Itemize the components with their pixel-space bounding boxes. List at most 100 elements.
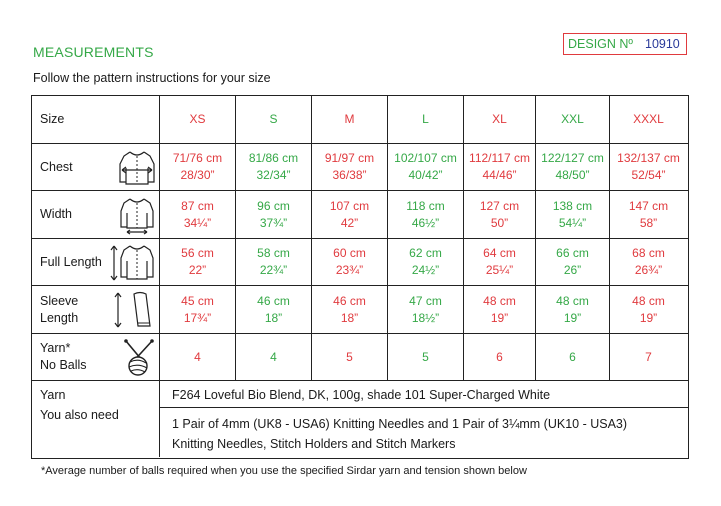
sleeve-cm-m: 46 cm	[333, 293, 366, 308]
sleeve-length-row: Sleeve Length 45 cm 17¾” 46 cm 18” 46 cm 18…	[32, 286, 688, 334]
chest-cm-xs: 71/76 cm	[172, 151, 223, 165]
full-length-in-s: 22¾”	[259, 263, 288, 277]
full-length-in-xxl: 26”	[563, 263, 582, 277]
width-in-l: 46½”	[411, 215, 440, 230]
chest-in-m: 36/38”	[332, 168, 367, 182]
width-measure-icon	[120, 198, 154, 235]
chest-cm-xxxl: 132/137 cm	[617, 151, 680, 165]
balls-xxxl: 7	[645, 349, 652, 364]
size-m: M	[312, 96, 388, 143]
size-xxl: XXL	[536, 96, 610, 143]
full-length-in-l: 24½”	[411, 263, 440, 277]
width-label: Width	[40, 207, 72, 221]
balls-xl: 6	[464, 334, 536, 380]
size-s: S	[236, 96, 312, 143]
sleeve-in-m: 18”	[340, 310, 359, 325]
width-cm-l: 118 cm	[406, 198, 445, 213]
chest-cm-l: 102/107 cm	[394, 151, 457, 165]
full-length-cm-xl: 64 cm	[483, 246, 516, 260]
width-cm-s: 96 cm	[257, 198, 290, 213]
width-cm-xs: 87 cm	[181, 198, 214, 213]
yarn-ball-needles-icon	[124, 339, 154, 376]
size-xs: XS	[160, 96, 236, 143]
full-length-label: Full Length	[40, 254, 102, 269]
size-row: Size XS S M L XL XXL XXXL	[32, 96, 688, 144]
sleeve-cm-xxl: 48 cm	[556, 293, 589, 308]
width-in-xs: 34¼”	[183, 215, 212, 230]
design-number-box: DESIGN Nº 10910	[563, 33, 687, 55]
sleeve-length-measure-icon	[114, 291, 151, 328]
sleeve-cm-s: 46 cm	[257, 293, 290, 308]
full-length-cm-s: 58 cm	[257, 246, 290, 260]
full-length-cm-l: 62 cm	[409, 246, 442, 260]
chest-label: Chest	[40, 159, 73, 174]
balls-row: Yarn* No Balls 4 4 5 5 6 6 7	[32, 334, 688, 381]
chest-in-xxl: 48/50”	[555, 168, 590, 182]
full-length-cm-xxxl: 68 cm	[632, 246, 665, 260]
page-heading: MEASUREMENTS	[33, 44, 154, 60]
chest-in-s: 32/34”	[256, 168, 291, 182]
sleeve-cm-xxxl: 48 cm	[632, 293, 665, 308]
full-length-in-m: 23¾”	[335, 263, 364, 277]
chest-cm-xxl: 122/127 cm	[541, 151, 604, 165]
full-length-cm-xs: 56 cm	[181, 246, 214, 260]
chest-in-xxxl: 52/54”	[631, 168, 666, 182]
needles-line2: Knitting Needles, Stitch Holders and Sti…	[172, 437, 456, 451]
chest-cm-s: 81/86 cm	[248, 151, 299, 165]
chest-cm-m: 91/97 cm	[324, 151, 375, 165]
sleeve-in-xl: 19”	[490, 310, 509, 325]
width-row: Width 87 cm 34¼” 96 cm 37¾” 107 cm 42” 118 …	[32, 191, 688, 239]
width-in-xxl: 54¼”	[558, 215, 587, 230]
needles-line1: 1 Pair of 4mm (UK8 - USA6) Knitting Need…	[172, 417, 628, 431]
chest-in-l: 40/42”	[408, 168, 443, 182]
chest-measure-icon	[119, 151, 155, 185]
yarn-description: F264 Loveful Bio Blend, DK, 100g, shade …	[172, 388, 551, 402]
balls-label-line2: No Balls	[40, 358, 87, 372]
full-length-in-xxxl: 26¾”	[634, 263, 663, 277]
size-xxxl: XXXL	[633, 112, 664, 126]
sleeve-in-xs: 17¾”	[183, 310, 212, 325]
balls-label-line1: Yarn*	[40, 341, 71, 355]
sleeve-cm-xs: 45 cm	[181, 293, 214, 308]
footnote: *Average number of balls required when y…	[41, 465, 527, 477]
width-cm-m: 107 cm	[329, 198, 370, 213]
full-length-row: Full Length 56 cm 22” 58 cm 22¾” 60 cm 23¾”…	[32, 239, 688, 286]
full-length-measure-icon	[110, 245, 154, 281]
sleeve-in-xxl: 19”	[563, 310, 582, 325]
yarn-label: Yarn	[40, 388, 66, 402]
size-xl: XL	[464, 96, 536, 143]
subtitle: Follow the pattern instructions for your…	[33, 71, 271, 85]
balls-xxl: 6	[536, 334, 610, 380]
full-length-cm-xxl: 66 cm	[556, 246, 589, 260]
design-number: 10910	[645, 37, 680, 51]
chest-in-xs: 28/30”	[180, 168, 215, 182]
width-cm-xxxl: 147 cm	[628, 198, 669, 213]
chest-cm-xl: 112/117 cm	[469, 151, 530, 165]
sleeve-label-line1: Sleeve	[40, 293, 79, 308]
width-in-m: 42”	[340, 215, 359, 230]
width-cm-xl: 127 cm	[479, 198, 520, 213]
yarn-info-row: Yarn You also need F264 Loveful Bio Blen…	[32, 381, 688, 457]
size-l: L	[388, 96, 464, 143]
chest-in-xl: 44/46”	[482, 168, 517, 182]
full-length-in-xs: 22”	[188, 263, 207, 277]
design-label: DESIGN Nº	[568, 37, 633, 51]
balls-l: 5	[388, 334, 464, 380]
width-in-s: 37¾”	[259, 215, 288, 230]
sleeve-in-l: 18½”	[411, 310, 440, 325]
sleeve-label-line2: Length	[40, 310, 79, 325]
you-also-need-label: You also need	[40, 408, 119, 422]
sleeve-cm-xl: 48 cm	[483, 293, 516, 308]
balls-m: 5	[312, 334, 388, 380]
size-label: Size	[32, 96, 160, 143]
width-cm-xxl: 138 cm	[552, 198, 593, 213]
sleeve-in-s: 18”	[264, 310, 283, 325]
measurements-table: Size XS S M L XL XXL XXXL Chest 71/76 cm…	[31, 95, 689, 459]
full-length-in-xl: 25¼”	[485, 263, 514, 277]
width-in-xl: 50”	[490, 215, 509, 230]
sleeve-in-xxxl: 19”	[639, 310, 658, 325]
balls-xs: 4	[160, 334, 236, 380]
sleeve-cm-l: 47 cm	[409, 293, 442, 308]
balls-s: 4	[236, 334, 312, 380]
width-in-xxxl: 58”	[639, 215, 658, 230]
